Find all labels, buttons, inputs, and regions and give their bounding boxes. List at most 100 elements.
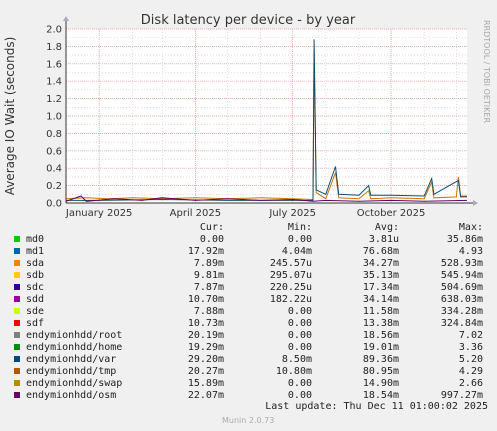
legend-avg: 89.36m xyxy=(362,354,399,365)
legend-max: 638.03m xyxy=(440,294,483,305)
legend-min: 4.04m xyxy=(281,246,312,257)
legend-avg: 35.13m xyxy=(362,270,399,281)
legend-row: endymionhdd/root 20.19m 0.00 18.56m 7.02 xyxy=(12,330,492,342)
legend-series-name: endymionhdd/swap xyxy=(26,378,123,389)
legend-avg: 18.54m xyxy=(362,390,399,401)
x-tick-labels: January 2025 April 2025 July 2025 October 2… xyxy=(65,208,426,219)
legend-cur: 17.92m xyxy=(187,246,224,257)
legend-row: sde 7.88m 0.00 11.58m 334.28m xyxy=(12,306,492,318)
legend-max: 7.02 xyxy=(458,330,483,341)
legend-min: 220.25u xyxy=(269,282,312,293)
legend-max: 324.84m xyxy=(440,318,483,329)
legend-max: 2.66 xyxy=(458,378,483,389)
legend-max: 4.93 xyxy=(458,246,483,257)
legend-row: endymionhdd/osm 22.07m 0.00 18.54m 997.27m xyxy=(12,390,492,402)
legend-series-name: md1 xyxy=(26,246,45,257)
legend-row: sda 7.89m 245.57u 34.27m 528.93m xyxy=(12,258,492,270)
rrdtool-credit: RRDTOOL / TOBI OETIKER xyxy=(482,20,491,123)
legend-cur: 7.88m xyxy=(193,306,224,317)
legend-row: sdf 10.73m 0.00 13.38m 324.84m xyxy=(12,318,492,330)
munin-version: Munin 2.0.73 xyxy=(222,416,275,425)
series-line-endymionhdd-osm xyxy=(65,195,468,202)
legend-row: md0 0.00 0.00 3.81u 35.86m xyxy=(12,234,492,246)
legend-min: 0.00 xyxy=(287,306,312,317)
y-axis-label: Average IO Wait (seconds) xyxy=(3,37,17,196)
legend-row: endymionhdd/home 19.29m 0.00 19.01m 3.36 xyxy=(12,342,492,354)
legend-max: 997.27m xyxy=(440,390,483,401)
grid-lines xyxy=(65,28,467,204)
legend-min: 8.50m xyxy=(281,354,312,365)
legend-series-name: endymionhdd/tmp xyxy=(26,366,117,377)
series-line-endymionhdd-var xyxy=(66,39,467,201)
legend-avg: 17.34m xyxy=(362,282,399,293)
legend-cur: 29.20m xyxy=(187,354,224,365)
legend-swatch xyxy=(14,308,20,314)
y-tick-label: 1.8 xyxy=(46,42,62,53)
legend-cur: 10.73m xyxy=(187,318,224,329)
legend-avg: 13.38m xyxy=(362,318,399,329)
header-max: Max: xyxy=(458,222,483,233)
legend-series-name: endymionhdd/osm xyxy=(26,390,117,401)
legend-series-name: endymionhdd/var xyxy=(26,354,117,365)
y-axis-arrow xyxy=(63,16,69,21)
legend-swatch xyxy=(14,272,20,278)
legend-min: 0.00 xyxy=(287,234,312,245)
y-tick-label: 1.4 xyxy=(46,77,62,88)
legend-series-name: md0 xyxy=(26,234,45,245)
legend-cur: 20.19m xyxy=(187,330,224,341)
legend-series-name: sda xyxy=(26,258,45,269)
header-cur: Cur: xyxy=(199,222,224,233)
legend-swatch xyxy=(14,332,20,338)
legend-cur: 10.70m xyxy=(187,294,224,305)
legend-max: 528.93m xyxy=(440,258,483,269)
legend-min: 245.57u xyxy=(269,258,312,269)
legend-swatch xyxy=(14,392,20,398)
legend-max: 5.20 xyxy=(458,354,483,365)
legend-cur: 19.29m xyxy=(187,342,224,353)
y-tick-label: 0.0 xyxy=(46,199,62,210)
legend-series-name: endymionhdd/root xyxy=(26,330,123,341)
chart-title: Disk latency per device - by year xyxy=(141,13,356,28)
legend-series-name: endymionhdd/home xyxy=(26,342,123,353)
legend-cur: 15.89m xyxy=(187,378,224,389)
legend-rows: md0 0.00 0.00 3.81u 35.86m md1 17.92m 4.04m 76.6… xyxy=(12,234,492,402)
x-tick-label: January 2025 xyxy=(65,208,133,219)
y-tick-label: 2.0 xyxy=(46,25,62,36)
legend-min: 295.07u xyxy=(269,270,312,281)
header-avg: Avg: xyxy=(374,222,399,233)
legend-cur: 9.81m xyxy=(193,270,224,281)
x-axis-arrow xyxy=(473,200,478,206)
legend-row: sdb 9.81m 295.07u 35.13m 545.94m xyxy=(12,270,492,282)
legend-avg: 19.01m xyxy=(362,342,399,353)
y-tick-label: 1.2 xyxy=(46,94,62,105)
legend-max: 334.28m xyxy=(440,306,483,317)
legend-row: endymionhdd/tmp 20.27m 10.80m 80.95m 4.29 xyxy=(12,366,492,378)
legend-series-name: sdc xyxy=(26,282,45,293)
legend-min: 10.80m xyxy=(275,366,312,377)
legend-max: 3.36 xyxy=(458,342,483,353)
legend-swatch xyxy=(14,320,20,326)
legend-cur: 7.89m xyxy=(193,258,224,269)
legend-cur: 22.07m xyxy=(187,390,224,401)
legend-swatch xyxy=(14,344,20,350)
data-series xyxy=(63,16,478,206)
legend-cur: 0.00 xyxy=(199,234,224,245)
legend-avg: 18.56m xyxy=(362,330,399,341)
legend-swatch xyxy=(14,248,20,254)
x-tick-label: October 2025 xyxy=(357,208,426,219)
legend-min: 0.00 xyxy=(287,330,312,341)
legend-max: 504.69m xyxy=(440,282,483,293)
legend-row: endymionhdd/swap 15.89m 0.00 14.90m 2.66 xyxy=(12,378,492,390)
legend-swatch xyxy=(14,296,20,302)
y-tick-labels: 0.0 0.2 0.4 0.6 0.8 1.0 1.2 1.4 1.6 1.8 2.0 xyxy=(46,25,62,210)
legend-min: 0.00 xyxy=(287,342,312,353)
legend-avg: 34.14m xyxy=(362,294,399,305)
legend-max: 4.29 xyxy=(458,366,483,377)
legend-min: 0.00 xyxy=(287,318,312,329)
legend-series-name: sdb xyxy=(26,270,45,281)
legend-min: 182.22u xyxy=(269,294,312,305)
y-tick-label: 0.2 xyxy=(46,181,62,192)
legend-avg: 80.95m xyxy=(362,366,399,377)
y-tick-label: 1.6 xyxy=(46,59,62,70)
